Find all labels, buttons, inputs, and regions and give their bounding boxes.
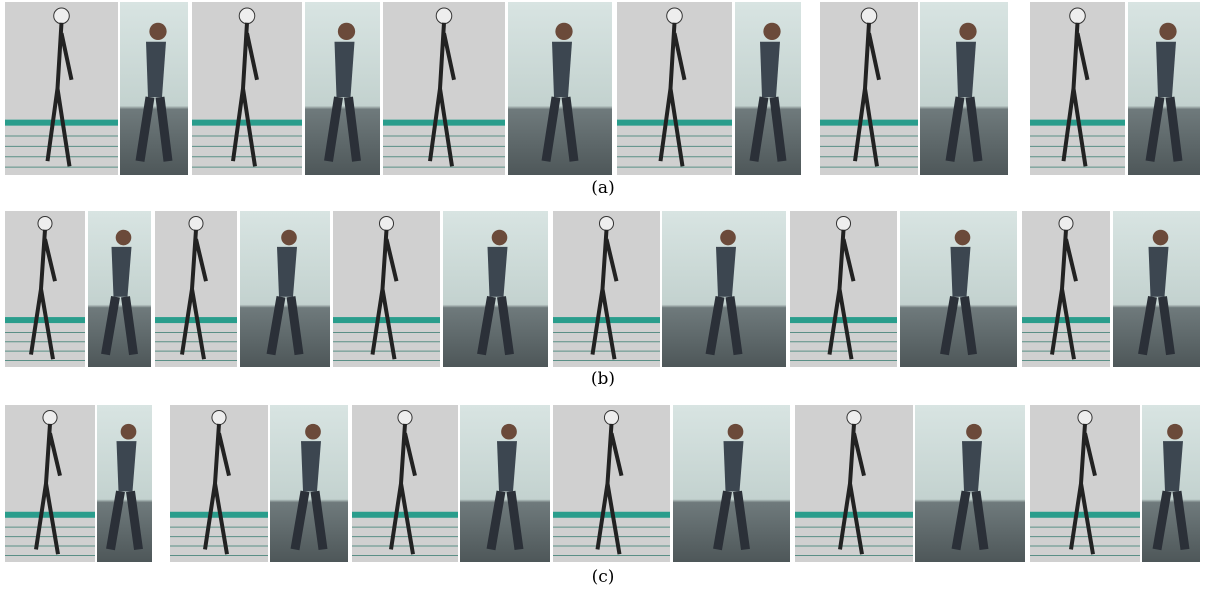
photo-panel [915, 405, 1025, 562]
skull [379, 216, 393, 230]
photo-panel [270, 405, 348, 562]
skeleton-panel [5, 211, 85, 367]
person-head [338, 23, 355, 40]
person-head [116, 230, 132, 246]
person-head [121, 424, 137, 440]
person-head [1153, 230, 1169, 246]
photo-panel [240, 211, 330, 367]
skull [836, 216, 850, 230]
skull [43, 410, 57, 424]
skull [1078, 410, 1092, 424]
person-head [763, 23, 780, 40]
skull [604, 410, 618, 424]
person-head [720, 230, 736, 246]
photo-panel [508, 2, 612, 175]
skeleton-panel [170, 405, 268, 562]
skeleton-panel [1022, 211, 1110, 367]
photo-panel [1128, 2, 1200, 175]
skull [239, 8, 255, 24]
person-head [501, 424, 517, 440]
person-head [959, 23, 976, 40]
skeleton-panel [820, 2, 918, 175]
photo-panel [443, 211, 548, 367]
skeleton-panel [795, 405, 913, 562]
person-head [305, 424, 321, 440]
skull [861, 8, 877, 24]
skull [667, 8, 683, 24]
skeleton-panel [155, 211, 237, 367]
skeleton-panel [383, 2, 505, 175]
photo-panel [1113, 211, 1200, 367]
skeleton-panel [352, 405, 458, 562]
person-head [955, 230, 971, 246]
skull [189, 216, 203, 230]
skull [54, 8, 70, 24]
photo-panel [88, 211, 151, 367]
skeleton-panel [5, 2, 118, 175]
person-head [966, 424, 982, 440]
skeleton-panel [1030, 2, 1125, 175]
skeleton-panel [553, 405, 670, 562]
skeleton-panel [5, 405, 95, 562]
skull [847, 410, 861, 424]
skull [398, 410, 412, 424]
skeleton-panel [192, 2, 302, 175]
skeleton-panel [553, 211, 660, 367]
person-head [492, 230, 508, 246]
skeleton-panel [333, 211, 440, 367]
photo-panel [460, 405, 550, 562]
skeleton-panel [1030, 405, 1140, 562]
person-head [728, 424, 744, 440]
photo-panel [662, 211, 786, 367]
skull [38, 216, 52, 230]
skull [1059, 216, 1073, 230]
skull [1070, 8, 1086, 24]
photo-panel [120, 2, 188, 175]
person-head [555, 23, 572, 40]
photo-panel [305, 2, 380, 175]
skull [599, 216, 613, 230]
photo-panel [900, 211, 1017, 367]
photo-panel [735, 2, 801, 175]
photo-panel [673, 405, 790, 562]
skull [436, 8, 452, 24]
skeleton-panel [790, 211, 897, 367]
page: (a) (b) (c) (() => { const data = JSON.p… [0, 0, 1206, 599]
caption: (a) [591, 178, 614, 198]
skull [212, 410, 226, 424]
person-head [1167, 424, 1183, 440]
skeleton-panel [617, 2, 732, 175]
caption: (b) [591, 369, 615, 389]
figure: (a) (b) (c) [0, 0, 1206, 599]
person-head [1159, 23, 1176, 40]
person-head [149, 23, 166, 40]
person-head [281, 230, 297, 246]
caption: (c) [592, 567, 615, 587]
photo-panel [920, 2, 1008, 175]
photo-panel [97, 405, 152, 562]
photo-panel [1142, 405, 1200, 562]
